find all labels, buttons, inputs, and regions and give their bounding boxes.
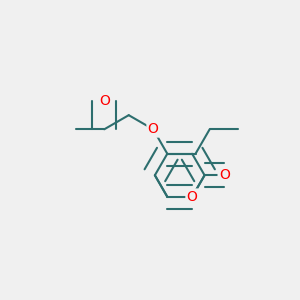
Text: O: O [187,190,198,204]
Text: O: O [148,122,159,136]
Text: O: O [99,94,110,108]
Text: O: O [219,168,230,182]
